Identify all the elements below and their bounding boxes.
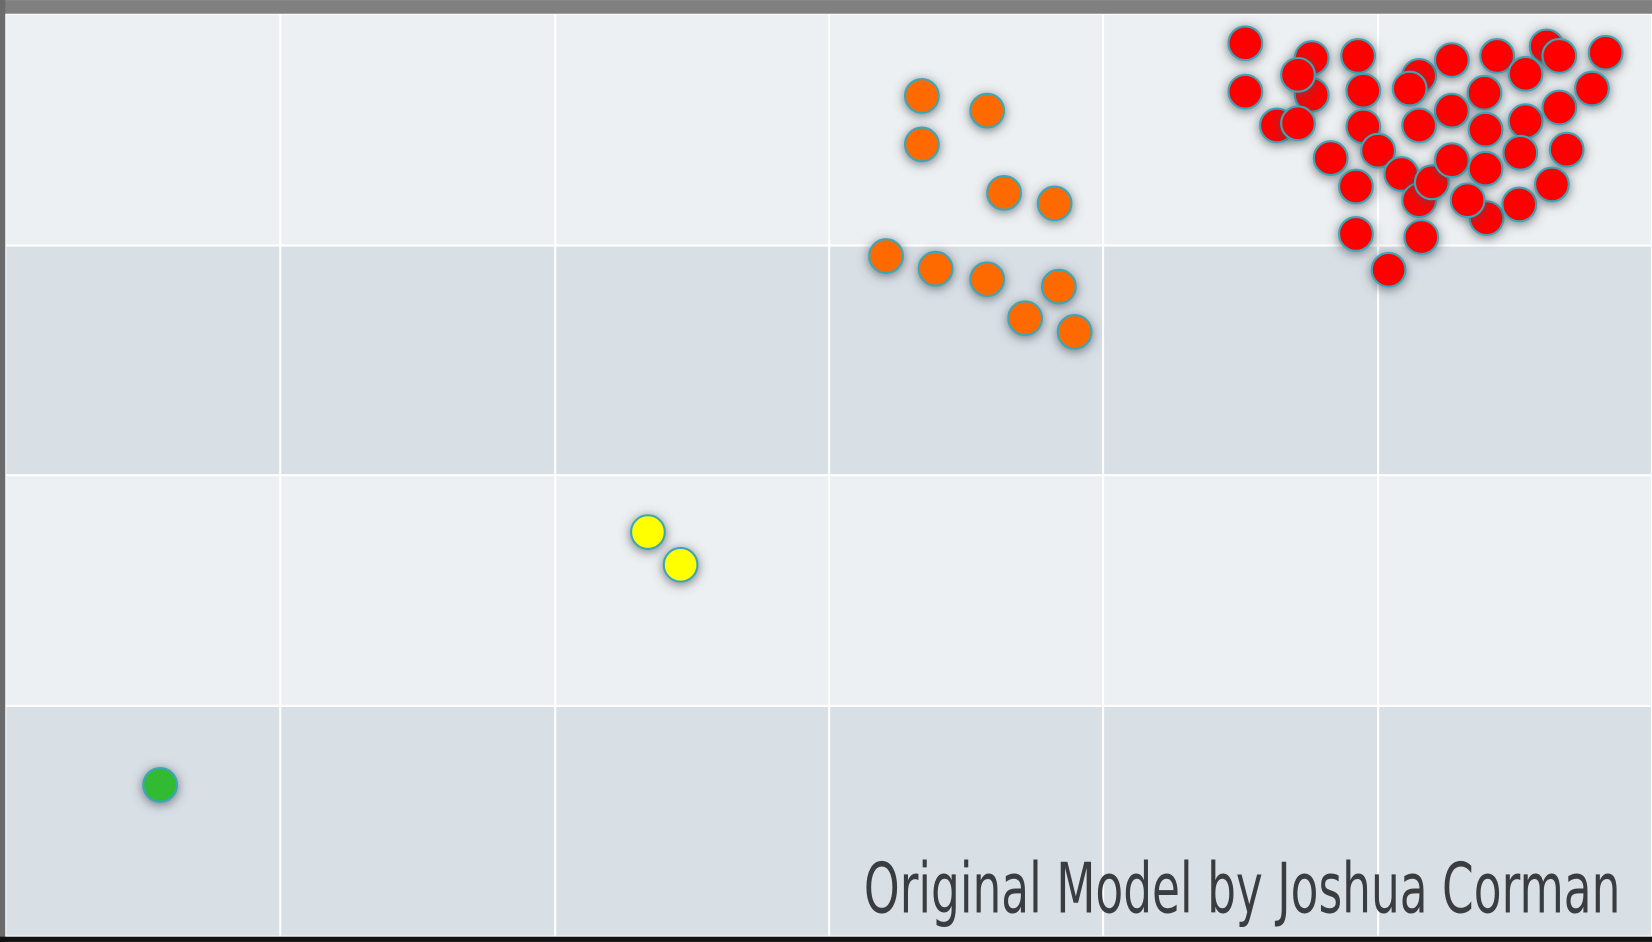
dot xyxy=(630,514,666,551)
dot xyxy=(1280,105,1316,142)
grid-cell xyxy=(6,707,280,936)
dot xyxy=(1449,182,1486,219)
dot xyxy=(1360,132,1396,169)
grid-cell xyxy=(1104,246,1378,475)
dot xyxy=(1587,34,1624,71)
dot xyxy=(1340,37,1376,74)
dot xyxy=(1502,134,1539,171)
dot xyxy=(1401,107,1438,144)
dot xyxy=(1507,55,1544,92)
dot xyxy=(1548,131,1585,168)
grid-cell xyxy=(556,476,829,705)
dot xyxy=(1467,111,1504,148)
grid-cell xyxy=(6,14,280,245)
grid-cell xyxy=(1379,246,1651,475)
grid-cell xyxy=(281,707,555,936)
dot xyxy=(969,261,1006,298)
dot xyxy=(1227,25,1264,62)
dot xyxy=(1007,300,1044,337)
dot xyxy=(1479,37,1516,74)
bottom-edge xyxy=(0,936,1652,942)
grid-cell xyxy=(281,246,555,475)
grid-cell xyxy=(1104,476,1378,705)
dot xyxy=(868,238,904,274)
dot xyxy=(1040,268,1077,305)
dot xyxy=(1345,72,1382,109)
dot xyxy=(1338,216,1374,252)
grid-cell xyxy=(830,707,1103,936)
dot xyxy=(1036,185,1073,222)
dot xyxy=(903,126,940,163)
dot xyxy=(1280,56,1316,93)
dot xyxy=(1370,251,1407,288)
dot xyxy=(969,92,1006,129)
dot xyxy=(1433,142,1470,179)
dot xyxy=(1391,70,1428,107)
grid-cell xyxy=(6,246,280,475)
dot xyxy=(1413,164,1450,201)
grid-cells xyxy=(6,14,1651,936)
dot xyxy=(1574,70,1610,107)
dot xyxy=(903,78,940,114)
grid-cell xyxy=(281,14,555,245)
dot xyxy=(1227,73,1264,110)
header-bar xyxy=(0,0,1652,14)
dot xyxy=(1338,168,1374,205)
left-edge xyxy=(0,0,6,942)
dot xyxy=(1501,186,1538,223)
dot xyxy=(1534,166,1570,203)
grid-cell xyxy=(830,476,1103,705)
dot xyxy=(662,546,699,583)
grid-cell xyxy=(556,14,829,245)
grid-cell xyxy=(1104,707,1378,936)
grid-cell xyxy=(556,707,829,936)
dot xyxy=(1507,103,1544,140)
dot xyxy=(986,174,1022,211)
grid-cell xyxy=(281,476,555,705)
dot xyxy=(1312,140,1349,176)
dots xyxy=(142,25,1624,803)
dot xyxy=(1433,42,1470,79)
grid-cell xyxy=(1379,476,1651,705)
dot xyxy=(1433,92,1470,129)
dot xyxy=(1541,37,1578,74)
grid-cell xyxy=(1379,707,1651,936)
credit-text: Original Model by Joshua Corman xyxy=(864,848,1620,929)
dot xyxy=(1467,150,1504,187)
grid-cell xyxy=(6,476,280,705)
dot xyxy=(1466,74,1503,111)
dot xyxy=(142,767,179,803)
dot xyxy=(1403,219,1440,256)
dot xyxy=(1056,314,1093,350)
grid-cell xyxy=(556,246,829,475)
dot xyxy=(917,250,954,287)
dot xyxy=(1541,89,1578,126)
